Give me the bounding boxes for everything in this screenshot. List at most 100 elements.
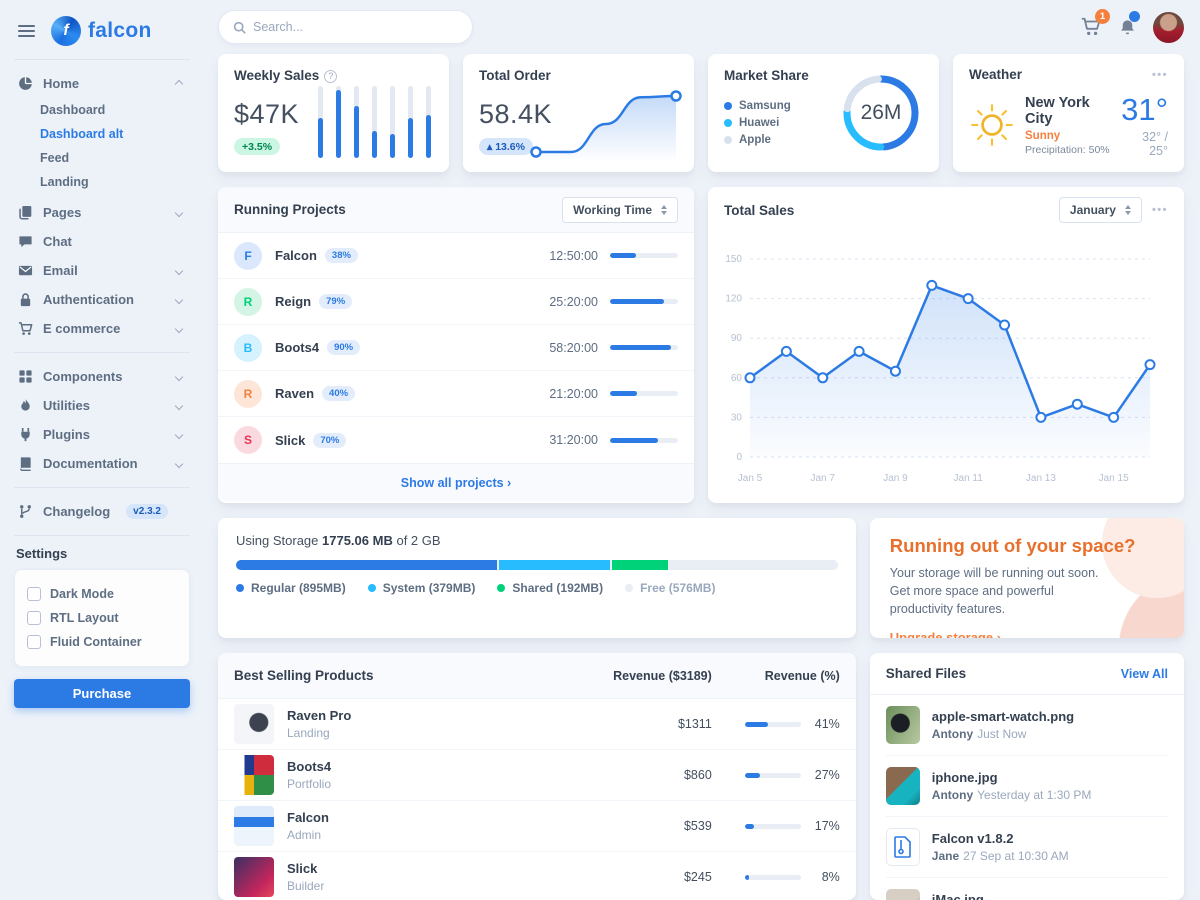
- code-branch-icon: [18, 504, 33, 519]
- product-percent: 17%: [814, 819, 840, 833]
- product-name[interactable]: Raven Pro: [287, 708, 352, 723]
- sidebar-item-components[interactable]: Components: [14, 362, 190, 391]
- checkbox-icon[interactable]: [27, 587, 41, 601]
- sidebar-item-chat[interactable]: Chat: [14, 227, 190, 256]
- project-row[interactable]: F Falcon 38% 12:50:00: [218, 233, 694, 279]
- product-category[interactable]: Portfolio: [287, 777, 332, 791]
- chart-pie-icon: [18, 76, 33, 91]
- list-item[interactable]: iphone.jpg Antony Yesterday at 1:30 PM: [885, 756, 1168, 817]
- sidebar-item-home[interactable]: Home: [14, 69, 190, 98]
- sidebar-item-label: Email: [43, 263, 78, 278]
- shared-files-card: Shared Files View All apple-smart-watch.…: [869, 653, 1184, 900]
- divider: [14, 59, 190, 60]
- project-row[interactable]: B Boots4 90% 58:20:00: [218, 325, 694, 371]
- sidebar-item-email[interactable]: Email: [14, 256, 190, 285]
- product-percent: 41%: [814, 717, 840, 731]
- table-row[interactable]: Slick Builder $245 8%: [218, 852, 856, 900]
- project-avatar: F: [234, 241, 262, 270]
- notifications-button[interactable]: [1118, 10, 1140, 38]
- sidebar-item-dashboard[interactable]: Dashboard: [40, 103, 106, 117]
- menu-toggle-icon[interactable]: [14, 21, 39, 41]
- product-name[interactable]: Falcon: [287, 810, 329, 825]
- list-item[interactable]: apple-smart-watch.png Antony Just Now: [885, 695, 1168, 756]
- sidebar-item-ecommerce[interactable]: E commerce: [14, 314, 190, 343]
- market-share-chart: [843, 75, 919, 151]
- table-row[interactable]: Falcon Admin $539 17%: [218, 801, 856, 852]
- project-progress-bar: [610, 299, 678, 304]
- project-avatar: S: [234, 426, 262, 454]
- logo[interactable]: f falcon: [51, 16, 152, 46]
- sidebar-item-utilities[interactable]: Utilities: [14, 391, 190, 420]
- product-category[interactable]: Builder: [287, 879, 325, 893]
- card-title: Total Order: [479, 68, 551, 83]
- project-row[interactable]: R Reign 79% 25:20:00: [218, 279, 694, 325]
- sidebar-item-documentation[interactable]: Documentation: [14, 449, 190, 478]
- svg-text:150: 150: [725, 254, 742, 265]
- project-name[interactable]: Raven: [275, 386, 315, 401]
- divider: [14, 352, 190, 353]
- product-category[interactable]: Landing: [287, 726, 330, 740]
- revenue-percent-column-header: Revenue (%): [764, 668, 840, 683]
- file-name[interactable]: apple-smart-watch.png: [931, 709, 1075, 724]
- user-avatar[interactable]: [1153, 11, 1184, 43]
- sidebar-item-landing[interactable]: Landing: [40, 175, 89, 189]
- product-name[interactable]: Boots4: [287, 759, 332, 774]
- product-category[interactable]: Admin: [287, 828, 322, 842]
- rtl-layout-toggle[interactable]: RTL Layout: [27, 606, 177, 630]
- legend-item: Samsung: [724, 97, 923, 114]
- search-input[interactable]: [253, 20, 458, 34]
- table-row[interactable]: Raven Pro Landing $1311 41%: [218, 699, 856, 750]
- purchase-button[interactable]: Purchase: [14, 679, 190, 708]
- svg-text:30: 30: [731, 412, 743, 423]
- show-all-projects-link[interactable]: Show all projects ›: [400, 475, 512, 490]
- project-avatar: R: [234, 379, 262, 408]
- cart-button[interactable]: 1: [1080, 9, 1110, 38]
- sidebar-item-pages[interactable]: Pages: [14, 198, 190, 227]
- list-item[interactable]: iMac.jpgRowen23 Sep at 6:10 PM: [885, 878, 1168, 900]
- legend-dot: [724, 101, 732, 110]
- weekly-sales-chart: [318, 86, 431, 158]
- project-name[interactable]: Boots4: [275, 340, 320, 355]
- checkbox-icon[interactable]: [27, 611, 41, 625]
- project-name[interactable]: Falcon: [275, 248, 317, 263]
- settings-panel: Dark Mode RTL Layout Fluid Container: [14, 569, 190, 667]
- sidebar-item-changelog[interactable]: Changelog v2.3.2: [14, 497, 190, 526]
- working-time-select[interactable]: Working Time: [562, 196, 678, 223]
- topbar: 1: [218, 0, 1184, 54]
- file-user: Antony: [931, 727, 974, 741]
- project-row[interactable]: R Raven 40% 21:20:00: [218, 371, 694, 417]
- sort-arrows-icon: [661, 204, 667, 215]
- help-icon[interactable]: ?: [324, 69, 338, 83]
- view-all-link[interactable]: View All: [1120, 666, 1168, 681]
- month-select[interactable]: January: [1058, 197, 1142, 223]
- legend-item: Apple: [724, 131, 923, 148]
- version-badge: v2.3.2: [126, 504, 168, 519]
- legend-dot: [236, 584, 244, 592]
- dark-mode-toggle[interactable]: Dark Mode: [27, 582, 177, 606]
- project-time: 58:20:00: [549, 340, 598, 355]
- weather-range: 32° / 25°: [1142, 130, 1168, 158]
- file-name[interactable]: Falcon v1.8.2: [931, 831, 1014, 846]
- ellipsis-menu-icon[interactable]: •••: [1151, 204, 1168, 216]
- sidebar-item-feed[interactable]: Feed: [40, 151, 70, 165]
- project-name[interactable]: Slick: [275, 432, 306, 448]
- legend-dot: [625, 584, 634, 592]
- file-name[interactable]: iMac.jpg: [931, 892, 984, 900]
- card-title: Running Projects: [234, 202, 346, 217]
- table-row[interactable]: Boots4 Portfolio $860 27%: [218, 750, 856, 801]
- ellipsis-menu-icon[interactable]: •••: [1151, 68, 1168, 81]
- project-row[interactable]: S Slick 70% 31:20:00: [218, 417, 694, 463]
- search-icon: [233, 21, 246, 34]
- divider: [14, 487, 190, 488]
- list-item[interactable]: Falcon v1.8.2 Jane 27 Sep at 10:30 AM: [885, 817, 1168, 878]
- fluid-container-toggle[interactable]: Fluid Container: [27, 630, 177, 654]
- product-name[interactable]: Slick: [287, 861, 318, 876]
- file-name[interactable]: iphone.jpg: [931, 770, 998, 785]
- project-name[interactable]: Reign: [275, 294, 312, 309]
- sidebar-item-authentication[interactable]: Authentication: [14, 285, 190, 314]
- sidebar-item-dashboard-alt[interactable]: Dashboard alt: [40, 127, 124, 141]
- weekly-sales-badge: +3.5%: [234, 138, 281, 155]
- upgrade-storage-link[interactable]: Upgrade storage ›: [889, 630, 1002, 638]
- checkbox-icon[interactable]: [27, 635, 41, 649]
- sidebar-item-plugins[interactable]: Plugins: [14, 420, 190, 449]
